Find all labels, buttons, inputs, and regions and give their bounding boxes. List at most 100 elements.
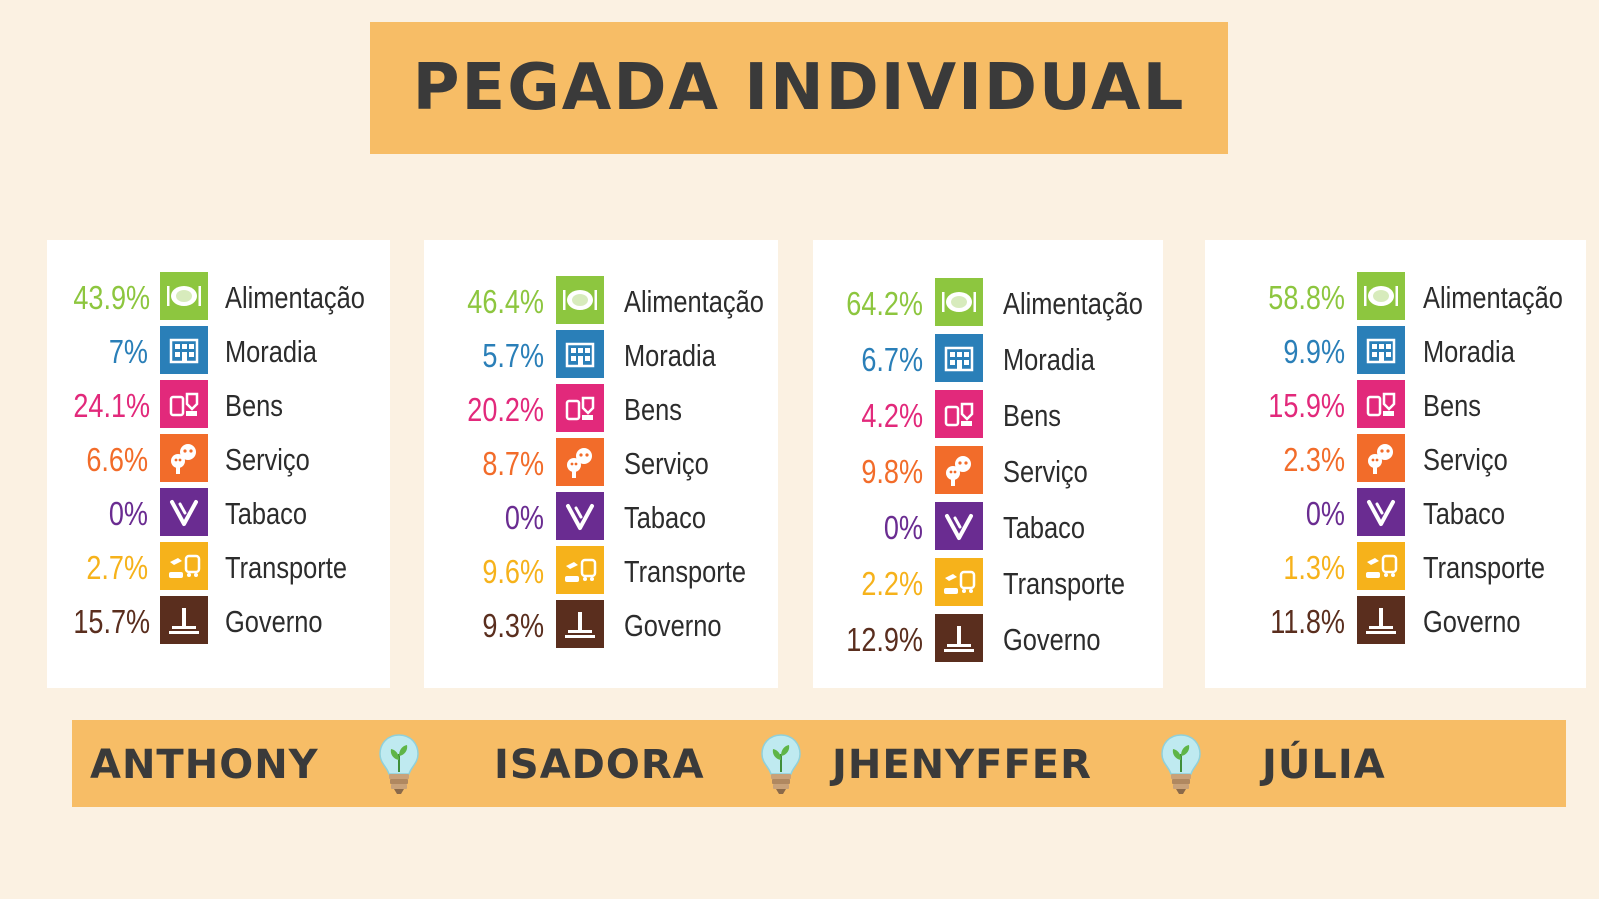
- theater-masks-icon: [160, 434, 208, 482]
- category-label: Serviço: [1423, 442, 1508, 477]
- category-label: Bens: [1423, 388, 1481, 423]
- tobacco-icon: [935, 502, 983, 550]
- building-icon: [1357, 326, 1405, 374]
- category-label: Tabaco: [1003, 510, 1085, 545]
- plate-icon: [935, 278, 983, 326]
- footprint-card-2: 46.4% Alimentação 5.7% Moradia 20.2% Bens 8.7%…: [424, 240, 778, 688]
- percentage-value: 2.2%: [861, 565, 923, 602]
- category-row: 12.9% Governo: [813, 614, 1163, 664]
- category-row: 9.6% Transporte: [424, 546, 778, 596]
- category-row: 64.2% Alimentação: [813, 278, 1163, 328]
- building-icon: [160, 326, 208, 374]
- category-label: Alimentação: [225, 280, 365, 315]
- category-row: 15.7% Governo: [47, 596, 390, 646]
- percentage-value: 0%: [1305, 495, 1345, 532]
- percentage-value: 2.3%: [1283, 441, 1345, 478]
- percentage-value: 15.9%: [1268, 387, 1345, 424]
- category-label: Bens: [624, 392, 682, 427]
- page-title: PEGADA INDIVIDUAL: [412, 51, 1186, 125]
- category-row: 24.1% Bens: [47, 380, 390, 430]
- category-row: 9.3% Governo: [424, 600, 778, 650]
- tobacco-icon: [556, 492, 604, 540]
- percentage-value: 6.6%: [86, 441, 148, 478]
- theater-masks-icon: [556, 438, 604, 486]
- percentage-value: 11.8%: [1270, 603, 1345, 640]
- tobacco-icon: [160, 488, 208, 536]
- percentage-value: 9.8%: [861, 453, 923, 490]
- category-label: Governo: [1423, 604, 1521, 639]
- category-label: Bens: [225, 388, 283, 423]
- transport-icon: [160, 542, 208, 590]
- lightbulb-icon: [758, 732, 804, 798]
- percentage-value: 12.9%: [846, 621, 923, 658]
- lightbulb-icon: [376, 732, 422, 798]
- category-row: 15.9% Bens: [1205, 380, 1586, 430]
- category-row: 9.9% Moradia: [1205, 326, 1586, 376]
- name-isadora: ISADORA: [494, 742, 705, 788]
- category-row: 58.8% Alimentação: [1205, 272, 1586, 322]
- name-julia: JÚLIA: [1262, 742, 1386, 788]
- percentage-value: 1.3%: [1283, 549, 1345, 586]
- names-banner: ANTHONY ISADORA JHENYFFER JÚLIA: [72, 720, 1566, 807]
- percentage-value: 0%: [883, 509, 923, 546]
- category-label: Tabaco: [624, 500, 706, 535]
- percentage-value: 0%: [108, 495, 148, 532]
- category-row: 11.8% Governo: [1205, 596, 1586, 646]
- percentage-value: 9.3%: [482, 607, 544, 644]
- percentage-value: 43.9%: [73, 279, 151, 316]
- transport-icon: [1357, 542, 1405, 590]
- category-label: Tabaco: [225, 496, 307, 531]
- percentage-value: 2.7%: [86, 549, 148, 586]
- category-row: 2.3% Serviço: [1205, 434, 1586, 484]
- plate-icon: [556, 276, 604, 324]
- percentage-value: 9.6%: [482, 553, 544, 590]
- transport-icon: [935, 558, 983, 606]
- percentage-value: 24.1%: [73, 387, 151, 424]
- building-icon: [556, 330, 604, 378]
- category-label: Tabaco: [1423, 496, 1505, 531]
- name-anthony: ANTHONY: [90, 742, 319, 788]
- percentage-value: 4.2%: [861, 397, 923, 434]
- category-row: 0% Tabaco: [47, 488, 390, 538]
- footprint-card-1: 43.9% Alimentação 7% Moradia 24.1% Bens 6.6% Se…: [47, 240, 390, 688]
- goods-icon: [1357, 380, 1405, 428]
- transport-icon: [556, 546, 604, 594]
- category-label: Serviço: [1003, 454, 1088, 489]
- category-label: Alimentação: [624, 284, 764, 319]
- percentage-value: 15.7%: [73, 603, 151, 640]
- category-label: Moradia: [1423, 334, 1515, 369]
- category-label: Transporte: [624, 554, 746, 589]
- theater-masks-icon: [1357, 434, 1405, 482]
- footprint-card-3: 64.2% Alimentação 6.7% Moradia 4.2% Bens 9.8% S…: [813, 240, 1163, 688]
- percentage-value: 5.7%: [482, 337, 544, 374]
- footprint-card-4: 58.8% Alimentação 9.9% Moradia 15.9% Bens 2.3%…: [1205, 240, 1586, 688]
- category-row: 20.2% Bens: [424, 384, 778, 434]
- category-row: 0% Tabaco: [813, 502, 1163, 552]
- category-row: 43.9% Alimentação: [47, 272, 390, 322]
- category-label: Alimentação: [1423, 280, 1563, 315]
- category-label: Alimentação: [1003, 286, 1143, 321]
- category-row: 0% Tabaco: [1205, 488, 1586, 538]
- category-row: 6.7% Moradia: [813, 334, 1163, 384]
- category-row: 4.2% Bens: [813, 390, 1163, 440]
- plate-icon: [160, 272, 208, 320]
- goods-icon: [935, 390, 983, 438]
- percentage-value: 7%: [108, 333, 148, 370]
- goods-icon: [556, 384, 604, 432]
- theater-masks-icon: [935, 446, 983, 494]
- percentage-value: 64.2%: [846, 285, 923, 322]
- category-row: 2.7% Transporte: [47, 542, 390, 592]
- lightbulb-icon: [1158, 732, 1204, 798]
- category-label: Transporte: [1003, 566, 1125, 601]
- category-row: 46.4% Alimentação: [424, 276, 778, 326]
- percentage-value: 0%: [504, 499, 544, 536]
- category-row: 6.6% Serviço: [47, 434, 390, 484]
- category-label: Governo: [624, 608, 722, 643]
- title-banner: PEGADA INDIVIDUAL: [370, 22, 1228, 154]
- category-label: Moradia: [624, 338, 716, 373]
- percentage-value: 20.2%: [467, 391, 544, 428]
- goods-icon: [160, 380, 208, 428]
- category-label: Transporte: [1423, 550, 1545, 585]
- category-label: Bens: [1003, 398, 1061, 433]
- building-icon: [935, 334, 983, 382]
